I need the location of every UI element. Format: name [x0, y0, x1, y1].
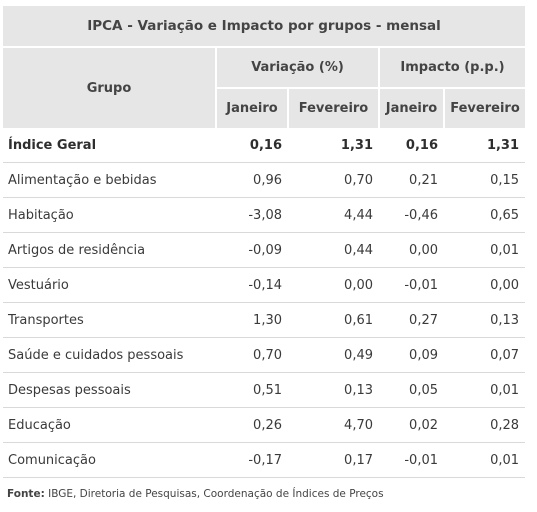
cell-imp-jan: 0,16 [379, 128, 444, 163]
cell-imp-jan: 0,02 [379, 407, 444, 443]
cell-imp-fev: 0,00 [444, 267, 526, 303]
table-row: Educação 0,26 4,70 0,02 0,28 [3, 407, 526, 443]
subheader-variacao-janeiro: Janeiro [216, 88, 289, 128]
table-row: Habitação -3,08 4,44 -0,46 0,65 [3, 197, 526, 233]
cell-var-fev: 0,61 [288, 302, 379, 338]
table-row: Vestuário -0,14 0,00 -0,01 0,00 [3, 267, 526, 303]
table-row: Índice Geral 0,16 1,31 0,16 1,31 [3, 128, 526, 163]
table-row: Transportes 1,30 0,61 0,27 0,13 [3, 302, 526, 338]
cell-imp-jan: -0,46 [379, 197, 444, 233]
cell-var-jan: 0,26 [216, 407, 288, 443]
cell-var-jan: 0,51 [216, 372, 288, 408]
table-row: Artigos de residência -0,09 0,44 0,00 0,… [3, 232, 526, 268]
header-grupo: Grupo [3, 47, 217, 128]
cell-imp-jan: 0,09 [379, 337, 444, 373]
cell-imp-fev: 0,01 [444, 372, 526, 408]
cell-var-fev: 0,70 [288, 162, 379, 198]
cell-var-jan: -0,17 [216, 442, 288, 478]
cell-grupo: Educação [3, 407, 216, 443]
cell-imp-jan: 0,27 [379, 302, 444, 338]
subheader-variacao-fevereiro: Fevereiro [288, 88, 380, 128]
cell-var-jan: 0,96 [216, 162, 288, 198]
cell-var-jan: 1,30 [216, 302, 288, 338]
cell-grupo: Índice Geral [3, 128, 216, 163]
ipca-table: IPCA - Variação e Impacto por grupos - m… [3, 6, 526, 478]
cell-var-fev: 4,44 [288, 197, 379, 233]
table-row: Despesas pessoais 0,51 0,13 0,05 0,01 [3, 372, 526, 408]
cell-imp-fev: 0,01 [444, 442, 526, 478]
cell-imp-jan: 0,21 [379, 162, 444, 198]
cell-grupo: Artigos de residência [3, 232, 216, 268]
cell-grupo: Saúde e cuidados pessoais [3, 337, 216, 373]
cell-var-jan: -0,09 [216, 232, 288, 268]
cell-grupo: Transportes [3, 302, 216, 338]
cell-imp-fev: 0,13 [444, 302, 526, 338]
cell-var-fev: 0,17 [288, 442, 379, 478]
cell-imp-fev: 0,65 [444, 197, 526, 233]
cell-grupo: Vestuário [3, 267, 216, 303]
cell-imp-fev: 0,01 [444, 232, 526, 268]
cell-var-fev: 0,44 [288, 232, 379, 268]
header-impacto: Impacto (p.p.) [379, 47, 526, 89]
cell-imp-jan: -0,01 [379, 442, 444, 478]
cell-var-fev: 4,70 [288, 407, 379, 443]
cell-var-fev: 0,00 [288, 267, 379, 303]
table-row: Comunicação -0,17 0,17 -0,01 0,01 [3, 442, 526, 478]
cell-var-fev: 0,49 [288, 337, 379, 373]
cell-grupo: Comunicação [3, 442, 216, 478]
cell-var-jan: -3,08 [216, 197, 288, 233]
cell-grupo: Habitação [3, 197, 216, 233]
source-label: Fonte: [7, 488, 45, 500]
cell-imp-fev: 1,31 [444, 128, 526, 163]
table-row: Alimentação e bebidas 0,96 0,70 0,21 0,1… [3, 162, 526, 198]
cell-imp-jan: -0,01 [379, 267, 444, 303]
table-row: Saúde e cuidados pessoais 0,70 0,49 0,09… [3, 337, 526, 373]
cell-imp-fev: 0,15 [444, 162, 526, 198]
subheader-impacto-fevereiro: Fevereiro [444, 88, 526, 128]
cell-var-jan: 0,16 [216, 128, 288, 163]
header-variacao: Variação (%) [216, 47, 380, 89]
source-text: IBGE, Diretoria de Pesquisas, Coordenaçã… [44, 488, 384, 500]
cell-var-fev: 0,13 [288, 372, 379, 408]
cell-imp-fev: 0,28 [444, 407, 526, 443]
table-title: IPCA - Variação e Impacto por grupos - m… [3, 6, 526, 48]
source-note: Fonte: IBGE, Diretoria de Pesquisas, Coo… [7, 488, 384, 500]
cell-var-jan: 0,70 [216, 337, 288, 373]
cell-var-fev: 1,31 [288, 128, 379, 163]
cell-grupo: Despesas pessoais [3, 372, 216, 408]
cell-var-jan: -0,14 [216, 267, 288, 303]
cell-imp-jan: 0,05 [379, 372, 444, 408]
cell-grupo: Alimentação e bebidas [3, 162, 216, 198]
cell-imp-jan: 0,00 [379, 232, 444, 268]
cell-imp-fev: 0,07 [444, 337, 526, 373]
subheader-impacto-janeiro: Janeiro [379, 88, 445, 128]
